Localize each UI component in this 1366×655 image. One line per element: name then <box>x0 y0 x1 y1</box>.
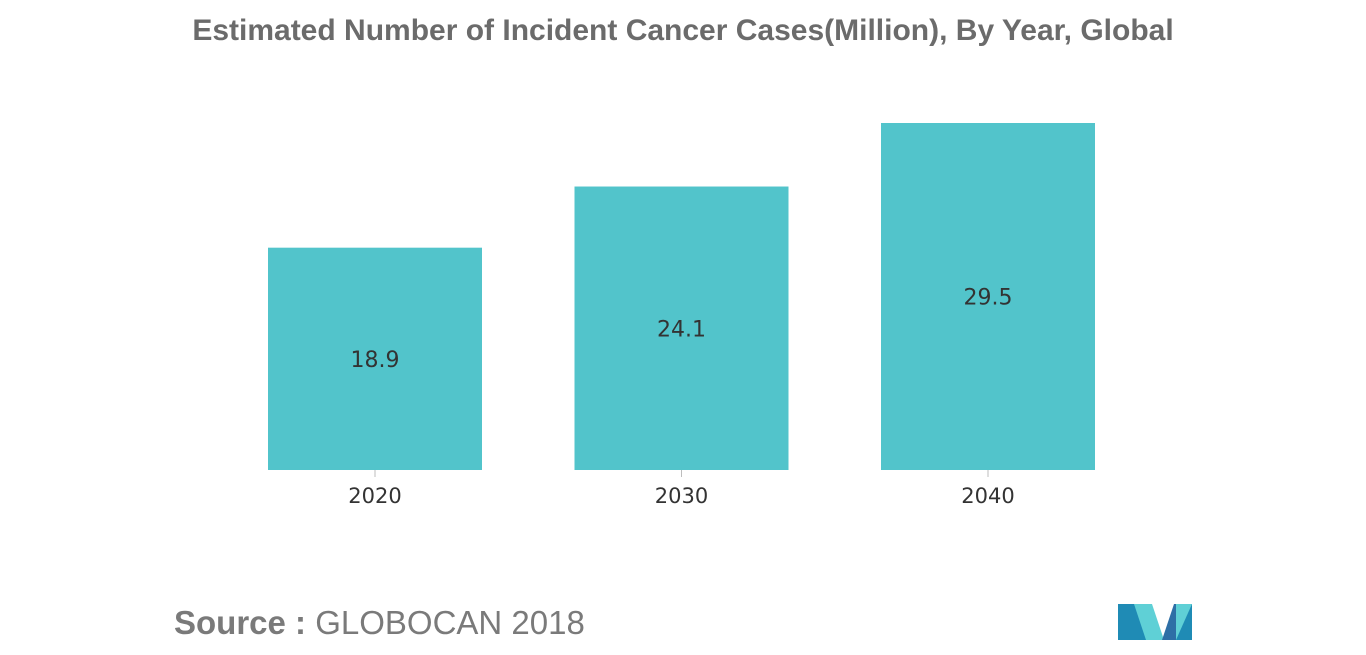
data-label-2040: 29.5 <box>964 286 1013 311</box>
x-tick-label-2040: 2040 <box>961 484 1014 508</box>
mordor-intelligence-logo-icon <box>1118 604 1192 640</box>
source-note: Source : GLOBOCAN 2018 <box>174 604 585 642</box>
source-label: Source : <box>174 604 307 641</box>
bar-2020 <box>268 247 482 470</box>
x-tick-label-2020: 2020 <box>348 484 401 508</box>
bar-2030 <box>574 186 789 470</box>
source-value: GLOBOCAN 2018 <box>315 604 585 641</box>
data-label-2020: 18.9 <box>351 348 400 373</box>
x-tick-label-2030: 2030 <box>655 484 708 508</box>
data-label-2030: 24.1 <box>657 317 706 342</box>
chart-title: Estimated Number of Incident Cancer Case… <box>192 14 1174 47</box>
bar-2040 <box>881 123 1095 470</box>
